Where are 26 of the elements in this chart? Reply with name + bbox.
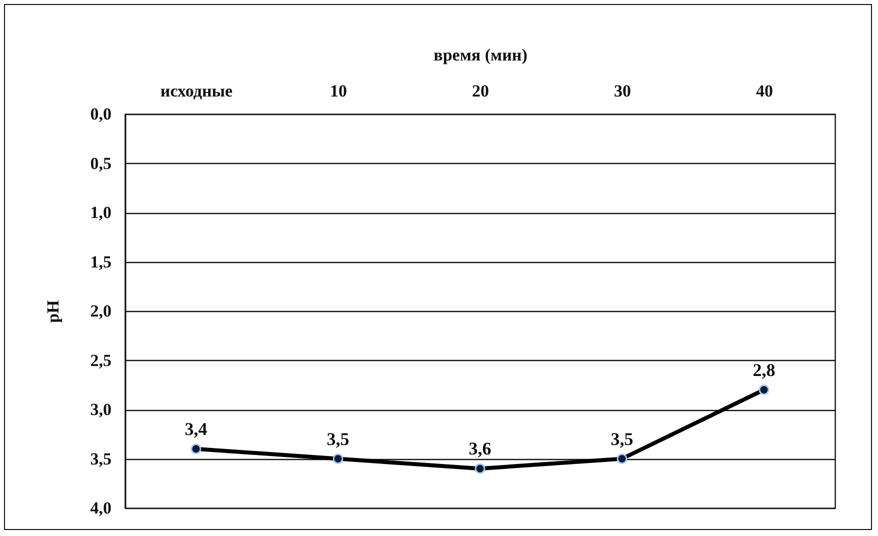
x-axis-title: время (мин) <box>434 46 528 64</box>
data-label: 3,6 <box>468 438 492 459</box>
y-tick-label: 2,0 <box>90 302 112 320</box>
data-label: 2,8 <box>752 360 776 380</box>
point <box>332 454 344 464</box>
y-tick-label: 4,0 <box>90 498 112 518</box>
data-label: 3,4 <box>184 418 208 439</box>
x-tick-label: 10 <box>330 82 347 100</box>
point <box>616 454 628 464</box>
y-tick-label: 2,5 <box>90 350 112 370</box>
data-label: 3,5 <box>326 428 350 449</box>
y-tick-label: 3,0 <box>90 400 112 419</box>
point <box>758 384 770 396</box>
y-tick-label: 0,0 <box>90 104 112 124</box>
x-tick-label: исходные <box>160 82 234 100</box>
x-tick-label: 30 <box>614 82 631 100</box>
y-tick-label: 0,5 <box>90 154 112 173</box>
point <box>474 463 486 474</box>
y-tick-label: 1,0 <box>90 203 112 222</box>
y-tick-label: 3,5 <box>90 449 112 468</box>
x-tick-label: 40 <box>756 82 773 100</box>
data-label: 3,5 <box>610 428 634 449</box>
y-tick-label: 1,5 <box>90 252 112 272</box>
point <box>190 444 202 454</box>
x-tick-label: 20 <box>472 82 489 100</box>
y-axis-title: pH <box>43 300 62 323</box>
